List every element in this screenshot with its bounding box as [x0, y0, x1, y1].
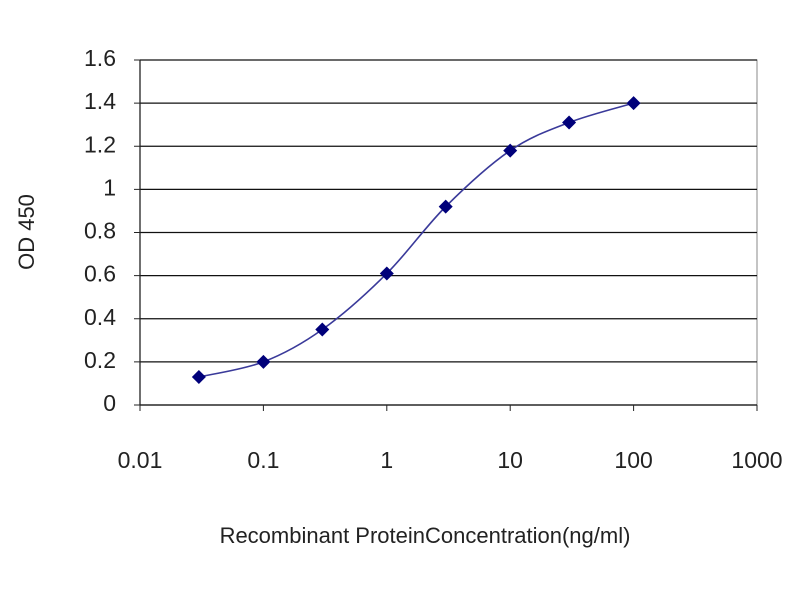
- data-point: [562, 115, 577, 130]
- x-tick-label: 1000: [731, 447, 782, 473]
- x-tick-label: 0.1: [247, 447, 279, 473]
- y-tick-label: 0.8: [84, 218, 116, 244]
- x-axis-title: Recombinant ProteinConcentration(ng/ml): [220, 523, 631, 548]
- y-tick-label: 1.6: [84, 45, 116, 71]
- y-tick-label: 0.6: [84, 261, 116, 287]
- y-tick-label: 0: [103, 390, 116, 416]
- y-tick-label: 1.2: [84, 131, 116, 157]
- data-point: [256, 354, 271, 369]
- y-tick-label: 0.4: [84, 304, 116, 330]
- x-tick-label: 10: [497, 447, 523, 473]
- x-tick-label: 1: [380, 447, 393, 473]
- y-tick-label: 1: [103, 174, 116, 200]
- x-tick-label: 100: [614, 447, 652, 473]
- data-point: [191, 369, 206, 384]
- data-point: [626, 96, 641, 111]
- y-tick-label: 1.4: [84, 88, 116, 114]
- curve: [198, 102, 634, 378]
- y-tick-label: 0.2: [84, 347, 116, 373]
- x-tick-label: 0.01: [118, 447, 163, 473]
- y-axis-title: OD 450: [14, 194, 39, 270]
- data-point: [438, 199, 453, 214]
- data-point: [315, 322, 330, 337]
- data-point: [503, 143, 518, 158]
- data-point: [379, 266, 394, 281]
